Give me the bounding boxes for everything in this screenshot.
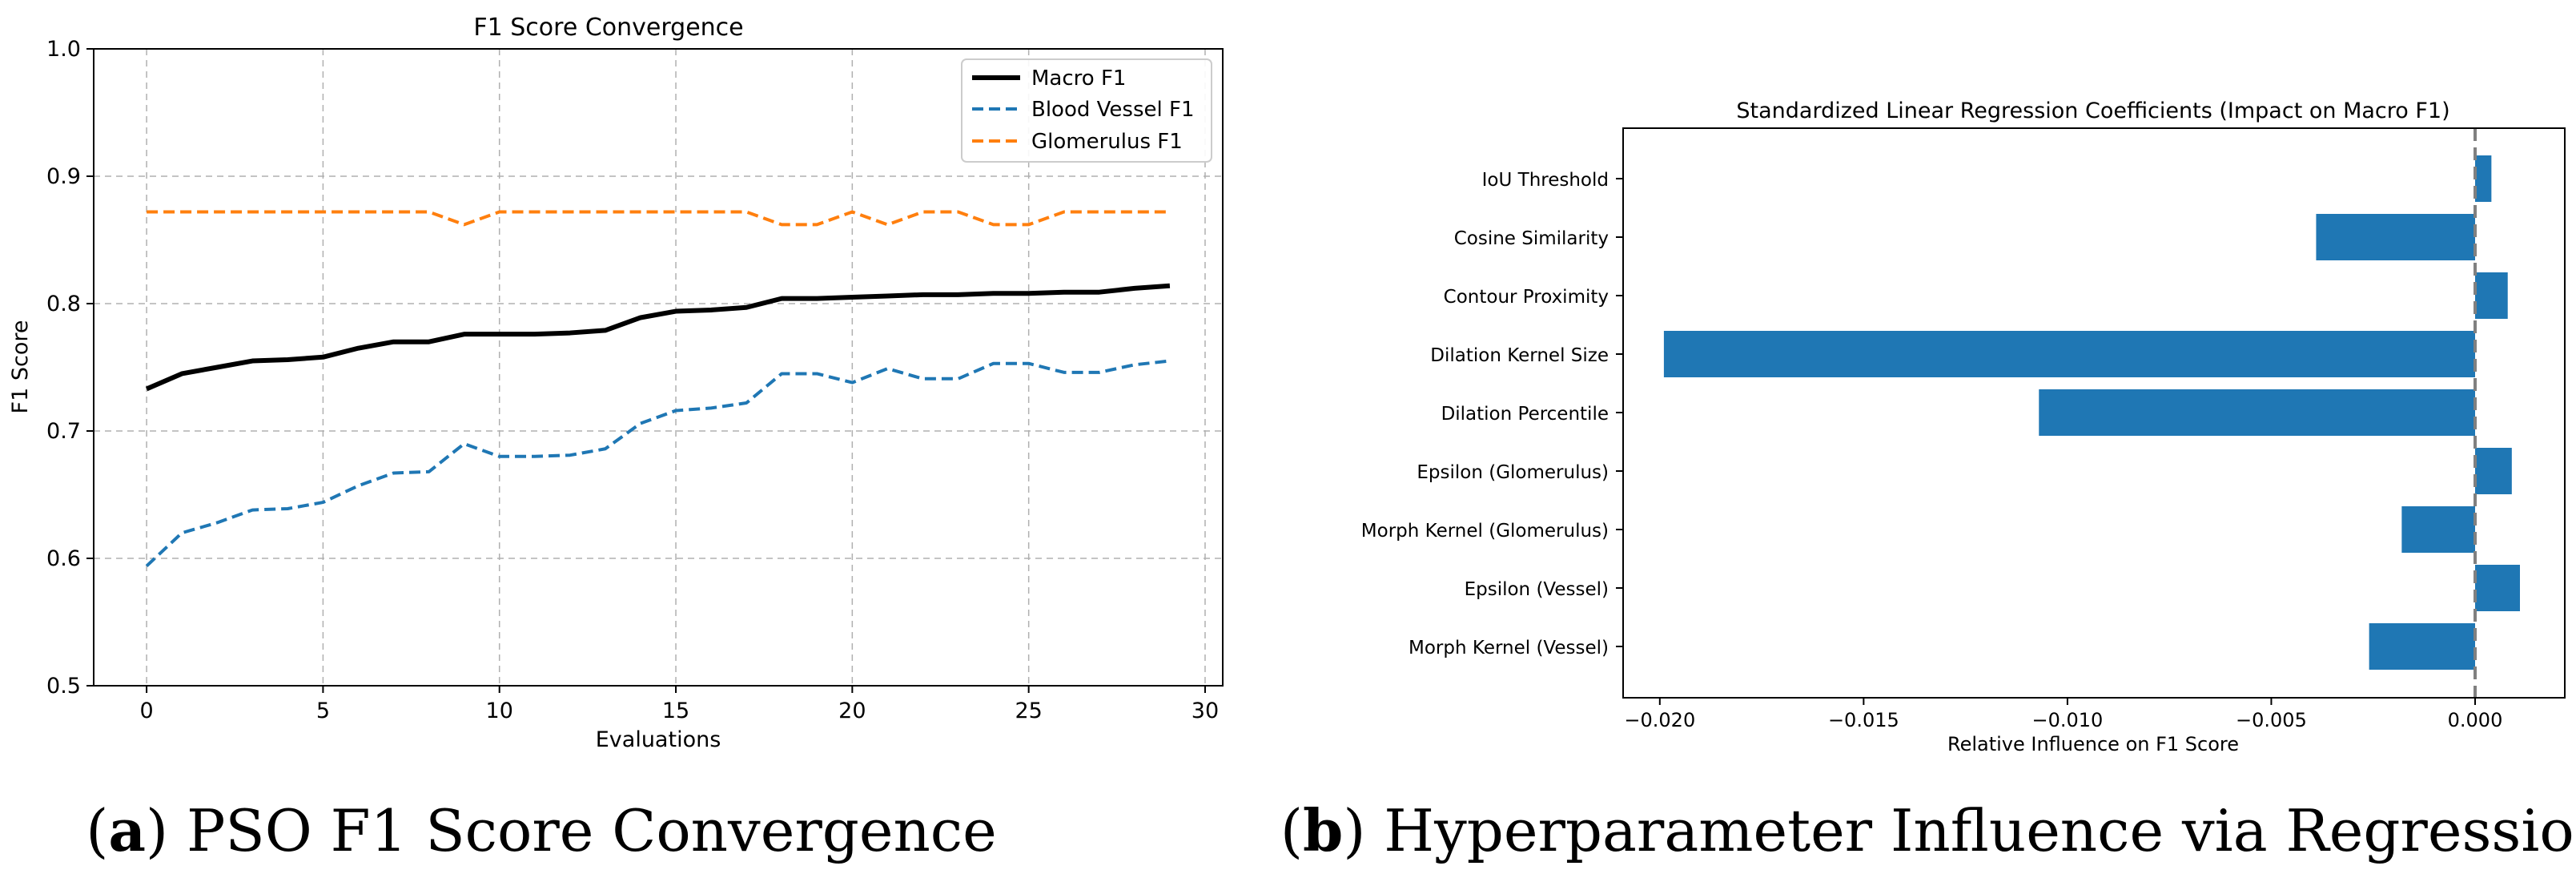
bar-epsilon-glomerulus xyxy=(2475,448,2512,494)
bar-chart-category-label: IoU Threshold xyxy=(1482,170,1609,191)
line-chart-series xyxy=(145,210,1171,567)
bar-chart-x-tick-label: −0.010 xyxy=(2031,709,2103,731)
series-line-glomerulus-f1 xyxy=(147,210,1170,227)
line-chart-y-ticks: 0.5 0.6 0.7 0.8 0.9 1.0 xyxy=(46,37,94,699)
bar-chart-title: Standardized Linear Regression Coefficie… xyxy=(1736,99,2449,123)
bar-chart-x-tick-label: −0.015 xyxy=(1828,709,1899,731)
bar-chart-panel: Standardized Linear Regression Coefficie… xyxy=(1280,99,2576,864)
line-chart-title: F1 Score Convergence xyxy=(473,14,743,42)
caption-a-text: PSO F1 Score Convergence xyxy=(168,797,997,864)
bar-chart-x-tick-label: −0.005 xyxy=(2236,709,2307,731)
bar-chart-category-label: Cosine Similarity xyxy=(1454,228,1609,249)
line-chart-y-tick-label: 0.7 xyxy=(46,419,81,444)
series-line-macro-f1 xyxy=(145,283,1171,392)
bar-chart-category-label: Contour Proximity xyxy=(1444,287,1609,308)
line-chart-y-axis-label: F1 Score xyxy=(8,320,33,414)
bar-chart-x-axis-label: Relative Influence on F1 Score xyxy=(1947,733,2239,755)
line-chart-y-tick-label: 0.6 xyxy=(46,546,81,571)
caption-b-text: Hyperparameter Influence via Regression xyxy=(1365,797,2576,864)
bar-morph-kernel-glomerulus xyxy=(2401,506,2475,553)
bar-dilation-percentile xyxy=(2039,389,2475,436)
caption-a: (a) PSO F1 Score Convergence xyxy=(86,796,997,864)
bar-chart-bars xyxy=(1663,155,2520,670)
bar-chart-y-ticks: IoU Threshold Cosine Similarity Contour Pr… xyxy=(1361,170,1623,658)
caption-b-letter: b xyxy=(1303,796,1343,864)
line-chart-y-tick-label: 0.8 xyxy=(46,292,81,316)
bar-chart-x-tick-label: −0.020 xyxy=(1624,709,1695,731)
line-chart-y-tick-label: 0.9 xyxy=(46,164,81,189)
bar-chart-category-label: Morph Kernel (Vessel) xyxy=(1409,638,1609,658)
caption-a-letter: a xyxy=(108,796,146,864)
line-chart-y-tick-label: 1.0 xyxy=(46,37,81,62)
bar-cosine-similarity xyxy=(2316,214,2475,260)
line-chart-x-axis-label: Evaluations xyxy=(596,727,721,752)
line-chart-x-tick-label: 20 xyxy=(838,699,866,723)
line-chart-legend: Macro F1 Blood Vessel F1 Glomerulus F1 xyxy=(961,58,1212,163)
line-chart-x-tick-label: 5 xyxy=(316,699,330,723)
line-chart-x-tick-label: 25 xyxy=(1015,699,1042,723)
line-chart-plot-frame xyxy=(93,48,1224,687)
series-line-blood-vessel-f1 xyxy=(145,359,1171,567)
bar-morph-kernel-vessel xyxy=(2369,623,2475,670)
legend-label-macro-f1: Macro F1 xyxy=(1031,66,1126,91)
legend-label-blood-vessel-f1: Blood Vessel F1 xyxy=(1031,98,1194,122)
bar-chart-category-label: Dilation Kernel Size xyxy=(1430,345,1609,366)
bar-epsilon-vessel xyxy=(2475,565,2520,611)
bar-chart-category-label: Dilation Percentile xyxy=(1441,404,1609,425)
bar-chart-category-label: Epsilon (Glomerulus) xyxy=(1417,462,1609,483)
line-chart-x-tick-label: 10 xyxy=(486,699,513,723)
bar-iou-threshold xyxy=(2475,155,2492,202)
caption-b: (b) Hyperparameter Influence via Regress… xyxy=(1280,796,2576,864)
line-chart-x-ticks: 0 5 10 15 20 25 30 xyxy=(140,686,1219,723)
line-chart-panel: F1 Score Convergence 0 5 10 15 20 25 30 0.5 0.6… xyxy=(8,14,1224,864)
bar-chart-x-tick-label: 0.000 xyxy=(2448,709,2503,731)
bar-chart-category-label: Morph Kernel (Glomerulus) xyxy=(1361,521,1609,542)
bar-chart-category-label: Epsilon (Vessel) xyxy=(1465,579,1609,600)
bar-chart-x-ticks: −0.020 −0.015 −0.010 −0.005 0.000 xyxy=(1624,698,2502,731)
line-chart-x-tick-label: 30 xyxy=(1192,699,1219,723)
bar-dilation-kernel-size xyxy=(1663,331,2475,377)
line-chart-x-tick-label: 15 xyxy=(662,699,689,723)
legend-label-glomerulus-f1: Glomerulus F1 xyxy=(1031,130,1183,154)
line-chart-x-tick-label: 0 xyxy=(140,699,154,723)
line-chart-y-tick-label: 0.5 xyxy=(46,674,81,699)
legend-frame xyxy=(961,58,1212,163)
bar-contour-proximity xyxy=(2475,272,2508,319)
